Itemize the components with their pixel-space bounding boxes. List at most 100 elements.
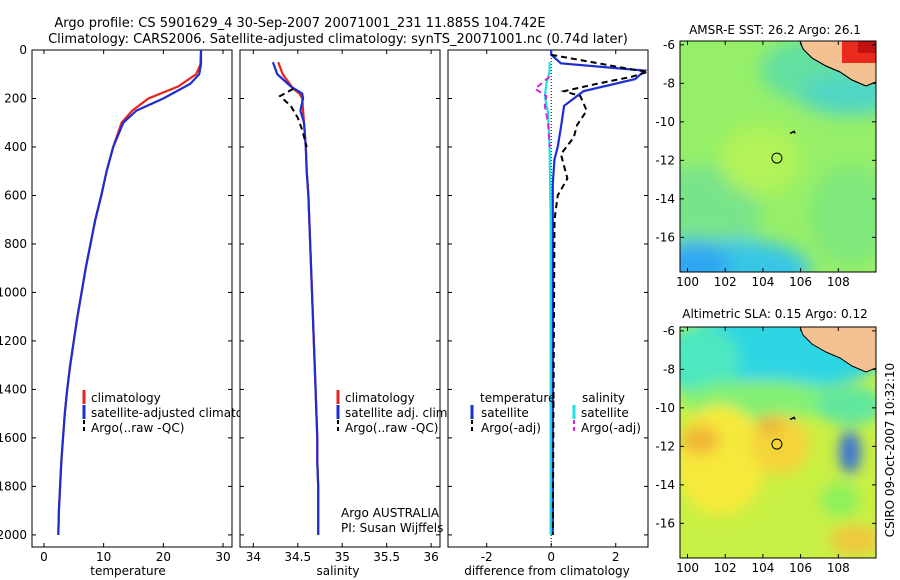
legend-label-salinity-argo: Argo(-adj) [581, 421, 641, 435]
sst-map-field [680, 41, 876, 272]
map-y-tick-label: -14 [655, 478, 675, 492]
sst-map-ticks: 100 102 104 106 108 -6 -8 -10 -12 -14 -16 [655, 38, 876, 289]
map-y-tick-label: -8 [663, 76, 675, 90]
map-x-tick-label: 100 [676, 275, 699, 289]
salinity-legend: climatology satellite adj. clim. Argo(..… [336, 390, 451, 435]
salinity-panel: 34 34.5 35 35.5 36 salinity climatology sate… [239, 49, 451, 578]
legend-label-satellite: satellite adj. clim. [345, 406, 451, 420]
x-tick-label: 34 [246, 550, 261, 564]
map-x-tick-label: 102 [714, 275, 737, 289]
map-x-tick-label: 106 [789, 561, 812, 575]
x-tick-label: 2 [612, 550, 620, 564]
legend-label-climatology: climatology [345, 391, 415, 405]
temperature-profiles [57, 50, 203, 535]
map-y-tick-label: -14 [655, 192, 675, 206]
map-y-tick-label: -6 [663, 324, 675, 338]
temperature-xlabel: temperature [90, 564, 165, 578]
salinity-profiles [271, 61, 320, 535]
y-tick-label: 1000 [0, 285, 27, 299]
map-y-tick-label: -16 [655, 516, 675, 530]
series-line [550, 50, 648, 535]
y-tick-label: 600 [4, 188, 27, 202]
difference-profiles [533, 50, 648, 535]
x-tick-label: 20 [156, 550, 171, 564]
sla-map-frame [679, 326, 877, 559]
series-line [551, 53, 648, 535]
legend-label-argo: Argo(..raw -QC) [345, 421, 438, 435]
sst-map-title: AMSR-E SST: 26.2 Argo: 26.1 [689, 23, 861, 37]
legend-label-argo: Argo(..raw -QC) [91, 421, 184, 435]
legend-header-salinity: salinity [582, 391, 625, 405]
y-tick-label: 1400 [0, 382, 27, 396]
legend-label-climatology: climatology [91, 391, 161, 405]
annotation-float-owner: Argo AUSTRALIA [341, 506, 440, 520]
y-tick-label: 0 [19, 43, 27, 57]
map-y-tick-label: -6 [663, 38, 675, 52]
y-tick-label: 2000 [0, 528, 27, 542]
difference-xlabel: difference from climatology [464, 564, 630, 578]
y-tick-label: 1600 [0, 431, 27, 445]
difference-panel: -2 0 2 difference from climatology tempera… [447, 49, 649, 578]
argo-position-marker [771, 152, 783, 164]
x-tick-label: 0 [547, 550, 555, 564]
temperature-panel: 0 200 400 600 800 1000 1200 1400 1600 1800 2000 0 1… [0, 43, 269, 578]
sst-map-panel: AMSR-E SST: 26.2 Argo: 26.1 100 102 104 106… [655, 23, 877, 289]
salinity-xlabel: salinity [316, 564, 359, 578]
x-tick-label: -2 [481, 550, 493, 564]
figure-title-line1: Argo profile: CS 5901629_4 30-Sep-2007 2… [54, 16, 545, 31]
x-tick-label: 30 [215, 550, 230, 564]
sla-map-ticks: 100 102 104 106 108 -6 -8 -10 -12 -14 -16 [655, 324, 876, 575]
salinity-tick-labels: 34 34.5 35 35.5 36 [240, 49, 440, 564]
map-y-tick-label: -10 [655, 115, 675, 129]
salinity-axes-box [239, 49, 441, 548]
x-tick-label: 0 [40, 550, 48, 564]
footer-stamp: CSIRO 09-Oct-2007 10:32:10 [883, 363, 897, 537]
map-x-tick-label: 104 [751, 275, 774, 289]
map-x-tick-label: 106 [789, 275, 812, 289]
y-tick-label: 1800 [0, 479, 27, 493]
difference-legend: temperature satellite Argo(-adj) salinit… [470, 391, 641, 435]
sla-map-panel: Altimetric SLA: 0.15 Argo: 0.12 100 102 10… [655, 307, 877, 575]
sst-map-frame [679, 40, 877, 273]
map-y-tick-label: -8 [663, 362, 675, 376]
temperature-legend: climatology satellite-adjusted climatolo… [82, 390, 269, 435]
temperature-tick-labels: 0 10 20 30 [40, 50, 231, 564]
x-tick-label: 10 [96, 550, 111, 564]
temperature-axes-box [31, 49, 233, 548]
x-tick-label: 36 [423, 550, 438, 564]
x-tick-label: 34.5 [284, 550, 311, 564]
y-tick-label: 800 [4, 237, 27, 251]
legend-label-temperature-argo: Argo(-adj) [481, 421, 541, 435]
figure-title-line2: Climatology: CARS2006. Satellite-adjuste… [48, 32, 628, 47]
argo-track-marker [789, 130, 796, 135]
y-tick-label: 200 [4, 91, 27, 105]
map-y-tick-label: -16 [655, 230, 675, 244]
map-y-tick-label: -12 [655, 439, 675, 453]
map-x-tick-label: 104 [751, 561, 774, 575]
sla-map-field [680, 327, 876, 558]
map-x-tick-label: 108 [827, 561, 850, 575]
map-y-tick-label: -10 [655, 401, 675, 415]
series-line [271, 61, 320, 535]
map-y-tick-label: -12 [655, 153, 675, 167]
sla-map-title: Altimetric SLA: 0.15 Argo: 0.12 [682, 307, 867, 321]
legend-label-salinity-satellite: satellite [581, 406, 629, 420]
map-x-tick-label: 108 [827, 275, 850, 289]
legend-label-temperature-satellite: satellite [481, 406, 529, 420]
legend-label-satellite: satellite-adjusted climatology [91, 406, 269, 420]
series-line [57, 50, 203, 535]
annotation-pi: PI: Susan Wijffels [341, 521, 443, 535]
map-x-tick-label: 102 [714, 561, 737, 575]
series-line [278, 87, 308, 148]
argo-track-marker [789, 416, 796, 421]
map-x-tick-label: 100 [676, 561, 699, 575]
depth-tick-labels: 0 200 400 600 800 1000 1200 1400 1600 1800 2000 [0, 43, 232, 542]
series-line [533, 75, 551, 148]
series-line [543, 62, 552, 535]
y-tick-label: 400 [4, 140, 27, 154]
x-tick-label: 35 [335, 550, 350, 564]
argo-position-marker [771, 438, 783, 450]
x-tick-label: 35.5 [373, 550, 400, 564]
y-tick-label: 1200 [0, 334, 27, 348]
